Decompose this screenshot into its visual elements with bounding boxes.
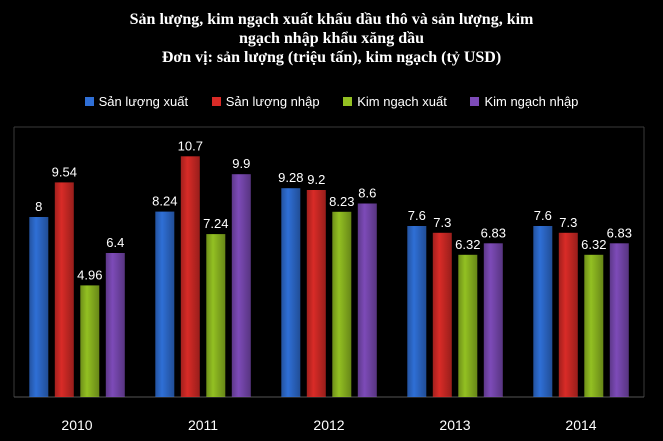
x-tick-label-2011: 2011: [188, 417, 218, 433]
bar-2010-series-4: [105, 253, 125, 397]
legend-label-kim-ngach-xuat: Kim ngạch xuất: [357, 94, 447, 109]
x-tick-label-2014: 2014: [565, 417, 596, 433]
red-bar-swatch-icon: [211, 97, 221, 106]
bar-2012-series-4: [357, 203, 377, 397]
bar-2014-series-2: [558, 232, 578, 398]
bar-2014-series-4: [609, 243, 629, 397]
bar-2010-series-1: [29, 217, 49, 397]
data-label-2014-series-4: 6.83: [607, 225, 632, 240]
bar-2012-series-3: [332, 211, 352, 397]
legend-label-kim-ngach-nhap: Kim ngạch nhập: [484, 94, 579, 109]
chart-legend: Sản lượng xuất Sản lượng nhập Kim ngạch …: [0, 94, 663, 109]
data-label-2012-series-1: 9.28: [278, 170, 303, 185]
data-label-2014-series-1: 7.6: [534, 208, 552, 223]
bar-2012-series-2: [306, 190, 326, 397]
data-label-2011-series-2: 10.7: [178, 138, 203, 153]
legend-item-kim-ngach-nhap: Kim ngạch nhập: [470, 94, 578, 109]
purple-bar-swatch-icon: [470, 97, 480, 106]
bar-2010-series-3: [80, 285, 100, 397]
x-tick-label-2012: 2012: [313, 417, 344, 433]
data-label-2014-series-2: 7.3: [559, 215, 577, 230]
data-label-2013-series-3: 6.32: [455, 237, 480, 252]
legend-item-san-luong-xuat: Sản lượng xuất: [84, 94, 189, 109]
data-label-2012-series-2: 9.2: [307, 172, 325, 187]
chart-title-line-3: Đơn vị: sản lượng (triệu tấn), kim ngạch…: [161, 49, 502, 66]
bar-2011-series-2: [180, 156, 200, 397]
bar-2011-series-3: [206, 234, 226, 397]
bar-2013-series-1: [407, 226, 427, 397]
data-label-2012-series-3: 8.23: [329, 194, 354, 209]
data-label-2010-series-3: 4.96: [77, 267, 102, 282]
bar-2014-series-3: [584, 254, 604, 397]
bar-2011-series-4: [231, 174, 251, 397]
green-bar-swatch-icon: [343, 97, 353, 106]
data-label-2013-series-4: 6.83: [481, 225, 506, 240]
legend-label-san-luong-xuat: Sản lượng xuất: [98, 94, 189, 109]
data-label-2013-series-1: 7.6: [408, 208, 426, 223]
data-label-2014-series-3: 6.32: [581, 237, 606, 252]
legend-item-kim-ngach-xuat: Kim ngạch xuất: [343, 94, 447, 109]
x-tick-label-2010: 2010: [61, 417, 92, 433]
data-label-2011-series-1: 8.24: [152, 194, 177, 209]
x-tick-label-2013: 2013: [439, 417, 470, 433]
legend-item-san-luong-nhap: Sản lượng nhập: [211, 94, 320, 109]
legend-label-san-luong-nhap: Sản lượng nhập: [225, 94, 320, 109]
data-label-2011-series-3: 7.24: [203, 216, 228, 231]
data-label-2012-series-4: 8.6: [358, 186, 376, 201]
bar-2013-series-3: [458, 254, 478, 397]
data-label-2010-series-4: 6.4: [106, 235, 124, 250]
data-labels-group: 8 9.54 4.96 6.4 8.24 10.7 7.24 9.9 9.28 9.2 8.23 8.…: [35, 138, 632, 282]
blue-bar-swatch-icon: [84, 97, 94, 106]
data-label-2013-series-2: 7.3: [433, 215, 451, 230]
x-axis-tick-labels: 2010 2011 2012 2013 2014: [61, 417, 596, 433]
data-label-2010-series-1: 8: [35, 199, 42, 214]
bar-2011-series-1: [155, 211, 175, 397]
bars-group: [29, 156, 629, 398]
bar-2010-series-2: [54, 182, 74, 397]
chart-title-line-1: Sản lượng, kim ngạch xuất khẩu dầu thô v…: [129, 11, 534, 28]
chart-title: Sản lượng, kim ngạch xuất khẩu dầu thô v…: [0, 10, 663, 67]
bar-2014-series-1: [533, 226, 553, 397]
bar-2013-series-2: [432, 232, 452, 398]
chart-title-line-2: ngạch nhập khẩu xăng dầu: [239, 30, 424, 47]
bar-2013-series-4: [483, 243, 503, 397]
data-label-2010-series-2: 9.54: [52, 164, 77, 179]
bar-2012-series-1: [281, 188, 301, 397]
data-label-2011-series-4: 9.9: [232, 156, 250, 171]
